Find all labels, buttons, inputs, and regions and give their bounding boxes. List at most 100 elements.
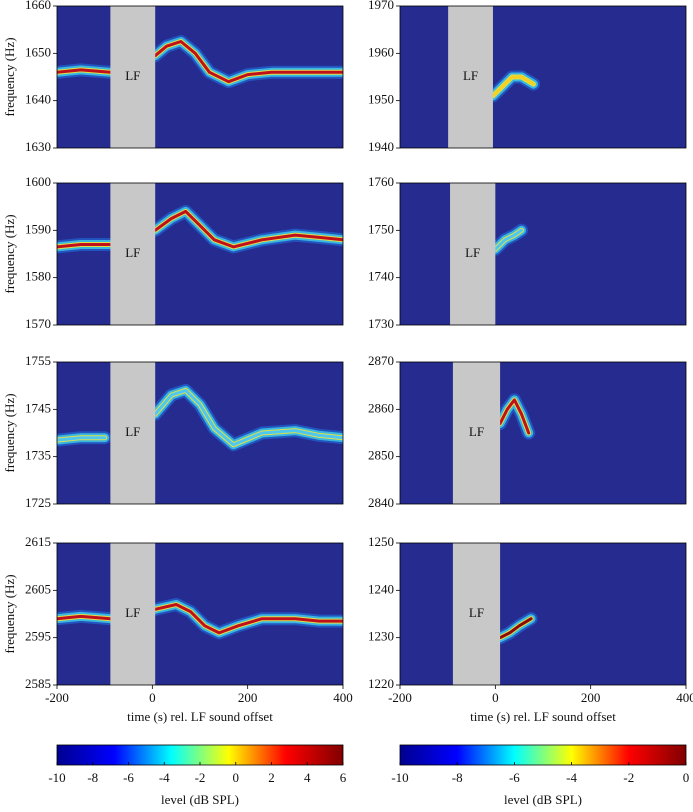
x-tick-label: 0 [683,770,690,785]
y-tick-label: 1640 [25,92,51,107]
ridge [57,209,343,249]
plot-frame [56,182,344,326]
y-tick-label: 1570 [25,316,51,331]
y-axis-label: frequency (Hz) [2,214,17,293]
plot-area [493,612,538,645]
plot-background [57,183,343,325]
plot-area [57,35,343,89]
lf-label: LF [125,605,140,620]
x-axis-label: time (s) rel. LF sound offset [127,709,273,724]
y-tick-label: 1580 [25,269,51,284]
x-tick-label: -6 [123,770,134,785]
x-tick-label: -6 [509,770,520,785]
y-tick-label: 1750 [368,221,394,236]
y-tick-label: 2585 [25,676,51,691]
x-tick-label: 4 [304,770,311,785]
y-axis-label: frequency (Hz) [2,393,17,472]
x-tick-label: 2 [268,770,275,785]
x-axis-label: time (s) rel. LF sound offset [470,709,616,724]
y-tick-label: 1755 [25,353,51,368]
plot-background [400,183,686,325]
lf-interval [450,183,496,325]
x-tick-label: 0 [233,770,240,785]
x-tick-label: -2 [623,770,634,785]
colorbar-label: level (dB SPL) [161,792,239,807]
lf-label: LF [125,68,140,83]
lf-label: LF [465,245,480,260]
lf-interval [110,362,156,504]
lf-interval [448,6,493,148]
plot-frame [56,5,344,149]
x-tick-label: 0 [492,690,499,705]
x-tick-label: 200 [581,690,601,705]
ridge [57,40,343,84]
x-tick-label: 400 [676,690,693,705]
y-tick-label: 1760 [368,174,394,189]
y-axis-label: frequency (Hz) [2,37,17,116]
y-axis-label: frequency (Hz) [2,574,17,653]
lf-label: LF [469,424,484,439]
plot-area [493,393,536,440]
lf-interval [452,543,501,685]
y-tick-label: 1230 [368,629,394,644]
y-tick-label: 1740 [368,269,394,284]
lf-label: LF [125,424,140,439]
y-tick-label: 2850 [368,448,394,463]
x-tick-label: -8 [87,770,98,785]
x-tick-label: -4 [566,770,577,785]
y-tick-label: 1600 [25,174,51,189]
plot-frame [56,361,344,505]
plot-background [400,6,686,148]
colorbar [399,744,687,766]
y-tick-label: 1960 [368,44,394,59]
ridge [498,398,531,435]
ridge [498,617,533,640]
x-tick-label: -10 [391,770,408,785]
plot-frame [399,542,687,686]
y-tick-label: 1745 [25,400,51,415]
y-tick-label: 1950 [368,92,394,107]
lf-interval [110,183,156,325]
y-tick-label: 2860 [368,400,394,415]
x-tick-label: 400 [333,690,353,705]
y-tick-label: 1940 [368,139,394,154]
y-tick-label: 2840 [368,495,394,510]
y-tick-label: 1240 [368,581,394,596]
x-tick-label: -200 [388,690,412,705]
lf-interval [452,362,501,504]
y-tick-label: 2605 [25,581,51,596]
lf-label: LF [469,605,484,620]
y-tick-label: 1630 [25,139,51,154]
lf-interval [110,6,156,148]
plot-background [400,543,686,685]
x-tick-label: 6 [340,770,347,785]
x-tick-label: -4 [159,770,170,785]
x-tick-label: -2 [195,770,206,785]
plot-area [488,223,528,256]
colorbar-label: level (dB SPL) [504,792,582,807]
y-tick-label: 2870 [368,353,394,368]
lf-label: LF [463,68,478,83]
x-tick-label: -200 [45,690,69,705]
ridge [493,228,523,251]
y-tick-label: 1730 [368,316,394,331]
plot-frame [399,182,687,326]
x-tick-label: 0 [149,690,156,705]
plot-frame [399,5,687,149]
plot-area [57,204,343,254]
ridge [57,603,343,635]
plot-area [486,70,540,103]
y-tick-label: 1250 [368,534,394,549]
x-tick-label: -10 [48,770,65,785]
plot-background [400,362,686,504]
lf-label: LF [125,245,140,260]
y-tick-label: 1590 [25,221,51,236]
y-tick-label: 1725 [25,495,51,510]
y-tick-label: 1650 [25,44,51,59]
lf-interval [110,543,156,685]
y-tick-label: 2615 [25,534,51,549]
y-tick-label: 1970 [368,0,394,12]
plot-area [57,383,343,452]
y-tick-label: 1735 [25,448,51,463]
